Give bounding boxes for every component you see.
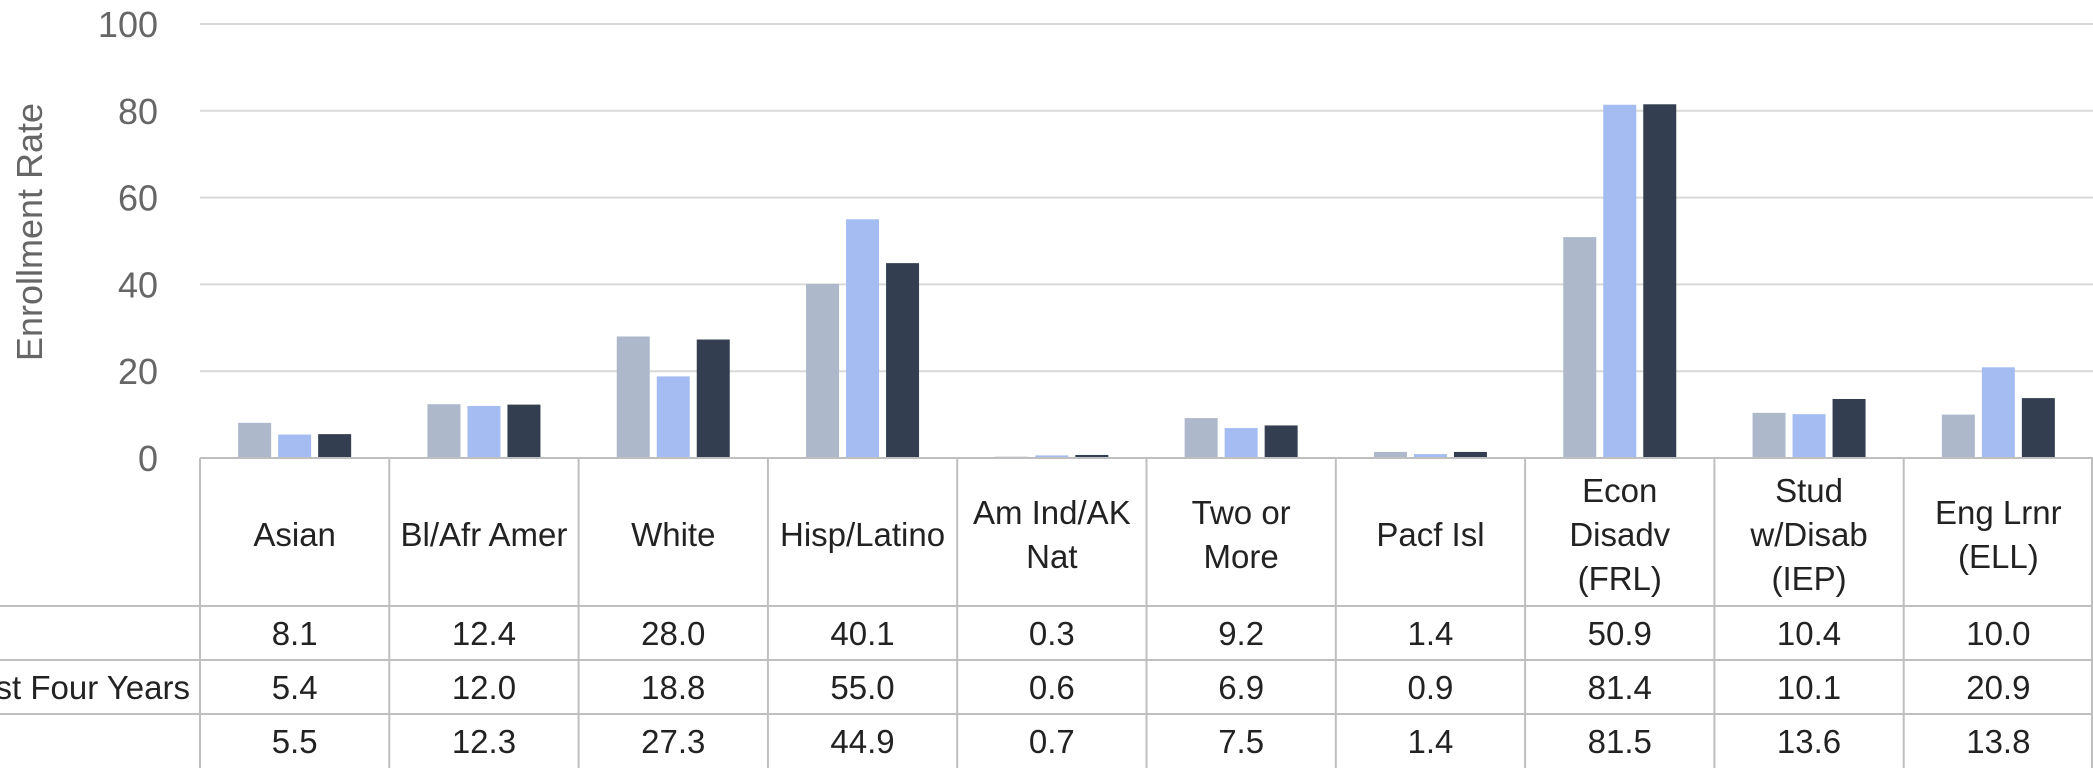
bar-series-1-7 <box>1563 237 1597 458</box>
category-label: Nat <box>1026 538 1077 575</box>
category-label: Two or <box>1192 494 1291 531</box>
category-label: Asian <box>253 516 336 553</box>
bar-series-1-9 <box>1941 414 1975 458</box>
y-tick-label: 0 <box>138 438 158 479</box>
table-cell-value: 50.9 <box>1588 615 1652 652</box>
table-cell-value: 10.0 <box>1966 615 2030 652</box>
y-tick-label: 20 <box>118 351 158 392</box>
bar-series-3-4 <box>1075 454 1109 458</box>
table-cell-value: 28.0 <box>641 615 705 652</box>
table-cell-value: 27.3 <box>641 723 705 760</box>
y-axis-title: Enrollment Rate <box>9 103 50 361</box>
y-tick-labels: 0 20 40 60 80 100 <box>98 4 158 479</box>
bar-series-2-4 <box>1035 455 1069 458</box>
category-label: More <box>1204 538 1279 575</box>
bar-series-3-7 <box>1643 104 1677 458</box>
table-cell-value: 55.0 <box>830 669 894 706</box>
table-cell-value: 5.4 <box>272 669 318 706</box>
table-cell-value: 7.5 <box>1218 723 1264 760</box>
category-label: w/Disab <box>1749 516 1867 553</box>
bar-series-3-0 <box>318 434 352 458</box>
table-cell-value: 12.3 <box>452 723 516 760</box>
data-table: Asian Bl/Afr Amer White Hisp/Latino Am Ind/A… <box>0 457 2093 768</box>
table-cell-value: 40.1 <box>830 615 894 652</box>
bar-series-2-3 <box>846 219 880 458</box>
bar-series-2-6 <box>1413 454 1447 458</box>
bar-series-1-3 <box>806 283 840 458</box>
bar-series-3-9 <box>2021 398 2055 458</box>
category-label: Pacf Isl <box>1376 516 1484 553</box>
table-cell-value: 10.1 <box>1777 669 1841 706</box>
table-cell-value: 13.6 <box>1777 723 1841 760</box>
table-cell-value: 81.5 <box>1588 723 1652 760</box>
category-label: (FRL) <box>1578 560 1662 597</box>
bar-series-3-1 <box>507 404 541 458</box>
category-label: Econ <box>1582 472 1657 509</box>
table-cell-value: 12.0 <box>452 669 516 706</box>
category-label: (ELL) <box>1958 538 2039 575</box>
bar-series-3-8 <box>1832 398 1866 458</box>
table-cell-value: 1.4 <box>1408 615 1454 652</box>
table-cell-value: 20.9 <box>1966 669 2030 706</box>
bar-series-2-8 <box>1792 414 1826 458</box>
table-cell-value: 12.4 <box>452 615 516 652</box>
bar-series-3-3 <box>886 263 920 458</box>
category-label: Eng Lrnr <box>1935 494 2062 531</box>
table-cell-value: 1.4 <box>1408 723 1454 760</box>
table-cell-value: 44.9 <box>830 723 894 760</box>
table-cell-value: 0.6 <box>1029 669 1075 706</box>
bar-series-3-5 <box>1264 425 1298 458</box>
bar-series-1-1 <box>427 404 461 458</box>
bar-series-3-6 <box>1453 451 1487 458</box>
category-label: Am Ind/AK <box>973 494 1131 531</box>
category-label: (IEP) <box>1771 560 1846 597</box>
table-cell-value: 0.7 <box>1029 723 1075 760</box>
category-label: Stud <box>1775 472 1843 509</box>
bar-series-1-0 <box>238 422 272 458</box>
bar-series-1-8 <box>1752 412 1786 458</box>
bar-series-1-2 <box>616 336 650 458</box>
bar-series-1-6 <box>1373 451 1407 458</box>
category-label: Disadv <box>1569 516 1670 553</box>
table-cell-value: 13.8 <box>1966 723 2030 760</box>
table-cell-value: 8.1 <box>272 615 318 652</box>
table-cell-value: 81.4 <box>1588 669 1652 706</box>
y-tick-label: 100 <box>98 4 158 45</box>
bar-series-3-2 <box>696 339 730 458</box>
y-tick-label: 80 <box>118 91 158 132</box>
category-label: Bl/Afr Amer <box>401 516 568 553</box>
bar-series-2-5 <box>1224 428 1258 458</box>
table-cell-value: 0.9 <box>1408 669 1454 706</box>
table-cell-value: 0.3 <box>1029 615 1075 652</box>
bar-series-2-9 <box>1981 367 2015 458</box>
table-cell-value: 9.2 <box>1218 615 1264 652</box>
table-cell-value: 5.5 <box>272 723 318 760</box>
y-tick-label: 40 <box>118 264 158 305</box>
bar-series-2-0 <box>278 434 312 458</box>
bar-series-2-1 <box>467 405 501 458</box>
table-cell-value: 18.8 <box>641 669 705 706</box>
table-cell-value: 6.9 <box>1218 669 1264 706</box>
gridlines <box>200 23 2093 373</box>
bar-series-2-7 <box>1603 104 1637 458</box>
row-label: st Four Years <box>0 669 190 706</box>
bar-series-1-5 <box>1184 418 1218 458</box>
table-cell-value: 10.4 <box>1777 615 1841 652</box>
y-tick-label: 60 <box>118 178 158 219</box>
category-label: White <box>631 516 715 553</box>
category-label: Hisp/Latino <box>780 516 945 553</box>
bars <box>238 104 2055 458</box>
bar-series-2-2 <box>656 376 690 458</box>
